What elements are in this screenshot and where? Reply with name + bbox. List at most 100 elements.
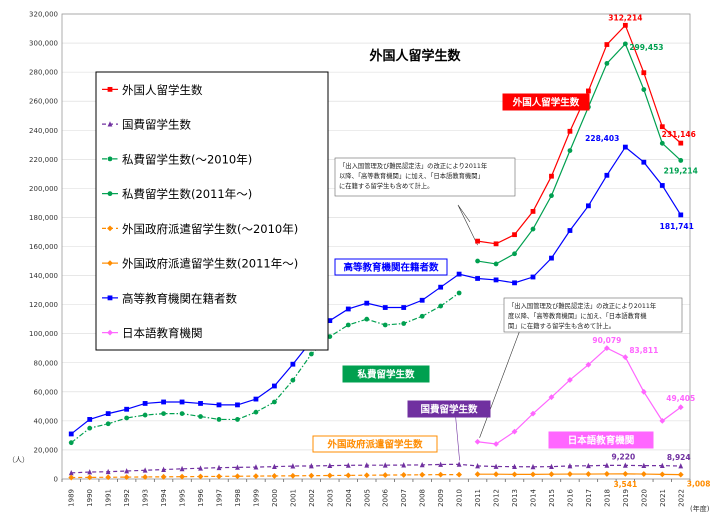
data-point xyxy=(107,329,113,336)
data-point xyxy=(493,471,499,478)
data-point xyxy=(549,193,554,199)
callout-line-upper xyxy=(457,204,478,246)
data-point xyxy=(68,440,74,446)
legend-label: 私費留学生数(2011年～) xyxy=(122,187,252,201)
data-point xyxy=(640,388,647,395)
data-point xyxy=(235,417,240,422)
data-point xyxy=(567,471,573,477)
series-1 xyxy=(68,461,684,476)
data-point xyxy=(659,183,665,188)
data-point xyxy=(511,428,518,435)
legend-entry: 国費留学生数 xyxy=(102,118,191,132)
series-tag: 国費留学生数 xyxy=(407,400,491,418)
data-point xyxy=(107,121,113,127)
series-tag-text: 外国政府派遣留学生数 xyxy=(326,439,423,451)
data-point xyxy=(401,462,407,468)
annotation-note: 「出入国管理及び難民認定法」の改正により2011年度以降、「高等教育機関」に加え… xyxy=(503,297,683,333)
callout-line-lower xyxy=(479,329,521,438)
data-point xyxy=(511,471,518,478)
series-tag-box xyxy=(502,93,590,111)
data-point xyxy=(549,255,554,261)
data-point xyxy=(327,318,333,324)
legend-entry: 私費留学生数(～2010年) xyxy=(102,152,252,166)
data-point xyxy=(493,441,499,447)
series-2 xyxy=(68,290,462,446)
data-point xyxy=(308,472,315,479)
data-point xyxy=(290,361,296,367)
data-point xyxy=(87,469,93,475)
data-point xyxy=(585,471,592,477)
data-point xyxy=(216,473,222,480)
x-tick-label: 2013 xyxy=(511,489,519,507)
series-line xyxy=(477,24,682,245)
annotation-note-box xyxy=(334,157,516,197)
x-tick-label: 1998 xyxy=(234,489,242,507)
data-point xyxy=(235,464,240,470)
x-tick-label: 2003 xyxy=(326,489,334,507)
data-point xyxy=(493,261,499,267)
data-label: 9,220 xyxy=(611,452,635,461)
data-point xyxy=(198,401,203,406)
data-point xyxy=(604,61,610,66)
data-point xyxy=(142,467,148,473)
data-point xyxy=(456,471,463,478)
annotation-note: 「出入国管理及び難民認定法」の改正により2011年以降、「高等教育機関」に加え、… xyxy=(334,157,516,197)
data-point xyxy=(179,465,185,472)
data-point xyxy=(107,191,113,197)
series-tag: 日本語教育機関 xyxy=(548,431,654,449)
data-point xyxy=(549,173,554,179)
data-point xyxy=(567,228,573,233)
x-tick-label: 1994 xyxy=(160,488,168,506)
data-label: 3,541 xyxy=(613,480,637,489)
data-label: 8,924 xyxy=(667,453,691,462)
data-point xyxy=(382,305,388,310)
data-point xyxy=(622,462,628,468)
data-point xyxy=(326,472,333,479)
data-point xyxy=(419,297,425,303)
data-point xyxy=(456,290,462,296)
data-label: 219,214 xyxy=(664,166,698,175)
data-point xyxy=(567,463,573,469)
data-point xyxy=(290,377,296,383)
series-3 xyxy=(475,41,684,267)
x-tick-label: 1993 xyxy=(142,489,150,507)
data-point xyxy=(253,409,259,415)
y-tick-label: 160,000 xyxy=(29,243,58,251)
data-label: 299,453 xyxy=(629,43,663,52)
series-line xyxy=(70,146,682,435)
data-point xyxy=(105,421,111,427)
data-point xyxy=(659,124,665,130)
data-point xyxy=(160,473,167,480)
data-point xyxy=(142,401,148,406)
data-point xyxy=(603,345,610,352)
data-point xyxy=(438,284,444,290)
data-point xyxy=(142,474,149,480)
data-point xyxy=(198,465,203,471)
data-point xyxy=(419,471,426,478)
data-point xyxy=(382,462,388,468)
data-point xyxy=(475,463,480,469)
x-tick-label: 1989 xyxy=(68,489,76,507)
series-tag-box xyxy=(407,400,491,418)
data-point xyxy=(548,471,555,478)
x-tick-label: 1991 xyxy=(105,489,113,507)
data-point xyxy=(586,203,591,209)
series-tag: 私費留学生数 xyxy=(342,365,430,383)
data-point xyxy=(107,225,113,232)
annotation-note-box xyxy=(503,297,683,333)
legend-label: 外国政府派遣留学生数(～2010年) xyxy=(122,222,298,236)
data-point xyxy=(123,474,130,481)
x-tick-label: 2016 xyxy=(566,488,574,506)
data-point xyxy=(622,41,628,47)
data-point xyxy=(641,87,647,92)
y-tick-label: 20,000 xyxy=(34,446,59,454)
data-point xyxy=(382,472,389,478)
data-label: 181,741 xyxy=(660,222,694,231)
data-point xyxy=(289,472,296,479)
data-point xyxy=(107,156,113,162)
annotation-note-line: 「出入国管理及び難民認定法」の改正により2011年 xyxy=(508,301,656,310)
data-point xyxy=(142,412,148,418)
x-tick-label: 1995 xyxy=(179,489,187,507)
y-tick-label: 80,000 xyxy=(34,359,59,367)
